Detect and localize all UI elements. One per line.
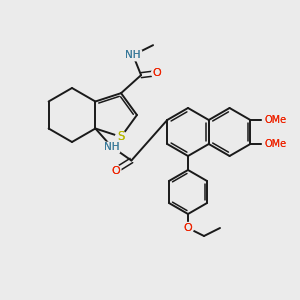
Text: S: S <box>117 130 125 143</box>
Text: OMe: OMe <box>264 139 286 149</box>
Circle shape <box>110 166 120 176</box>
Text: OMe: OMe <box>264 115 286 125</box>
Circle shape <box>183 223 193 233</box>
Text: NH: NH <box>103 142 119 152</box>
Text: OMe: OMe <box>264 115 286 125</box>
Bar <box>104 142 118 152</box>
Bar <box>103 142 119 152</box>
Text: O: O <box>184 223 192 233</box>
Text: O: O <box>153 68 161 78</box>
Circle shape <box>116 131 127 142</box>
Circle shape <box>116 132 126 142</box>
Text: NH: NH <box>103 142 119 152</box>
Bar <box>263 115 287 125</box>
Circle shape <box>110 165 121 176</box>
Text: S: S <box>117 130 125 143</box>
Text: O: O <box>111 166 120 176</box>
Text: O: O <box>111 166 120 176</box>
Text: NH: NH <box>125 50 141 60</box>
Bar <box>126 50 140 60</box>
Circle shape <box>152 68 162 78</box>
Bar <box>262 139 288 149</box>
Text: OMe: OMe <box>264 139 286 149</box>
Text: NH: NH <box>125 50 141 60</box>
Bar <box>263 139 287 149</box>
Text: O: O <box>184 223 192 233</box>
Circle shape <box>182 223 194 233</box>
Circle shape <box>152 68 163 79</box>
Text: O: O <box>153 68 161 78</box>
Bar <box>262 115 288 125</box>
Bar <box>125 50 141 60</box>
